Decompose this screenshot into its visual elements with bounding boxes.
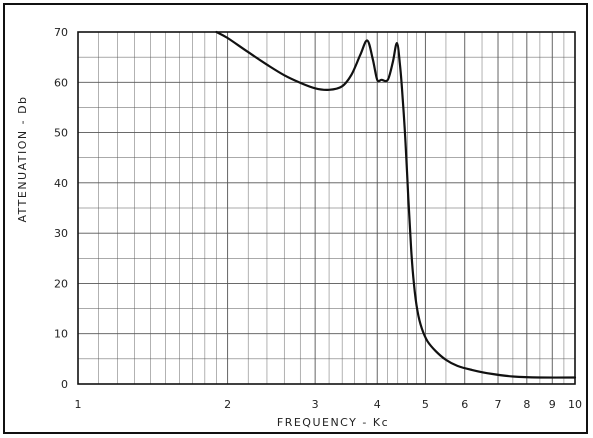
y-tick-label: 0 [61,378,68,391]
y-tick-labels: 0 10 20 30 40 50 60 70 [54,26,68,391]
x-tick-label: 9 [549,398,556,411]
y-tick-label: 20 [54,277,68,290]
x-tick-label: 8 [523,398,530,411]
attenuation-curve [215,30,577,379]
y-tick-label: 70 [54,26,68,39]
x-tick-label: 7 [495,398,502,411]
x-tick-label: 6 [461,398,468,411]
x-tick-label: 3 [312,398,319,411]
chart-frame [3,3,588,434]
x-tick-label: 5 [422,398,429,411]
y-axis-label: ATTENUATION - Db [16,95,29,222]
y-tick-label: 40 [54,177,68,190]
x-tick-labels: 1 2 3 4 5 6 7 8 9 10 [75,398,583,411]
plot-border [77,31,576,385]
x-tick-label: 1 [75,398,82,411]
x-tick-label: 10 [568,398,582,411]
y-tick-label: 50 [54,127,68,140]
y-tick-label: 10 [54,328,68,341]
y-tick-label: 60 [54,76,68,89]
grid [77,31,576,385]
x-tick-label: 4 [374,398,381,411]
y-tick-label: 30 [54,227,68,240]
x-axis-label: FREQUENCY - Kc [277,416,389,429]
x-tick-label: 2 [224,398,231,411]
